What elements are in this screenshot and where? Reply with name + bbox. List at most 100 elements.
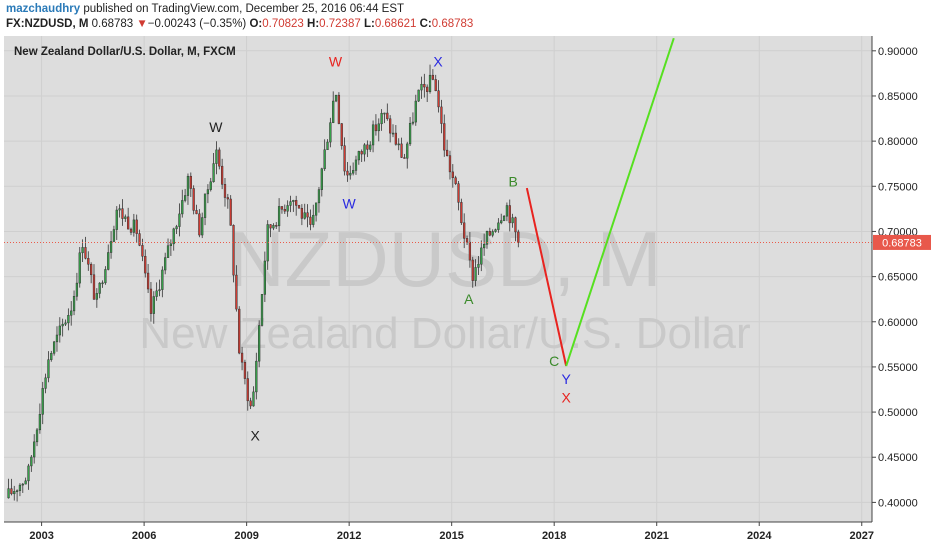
candle-body [334,94,338,102]
candle-body [377,123,380,132]
candle-body [263,260,266,295]
time-axis[interactable] [4,522,872,550]
price-axis[interactable] [872,36,932,550]
price-tick-label: 0.50000 [878,407,918,419]
candle-body [451,171,454,178]
candle-body [169,243,173,246]
candle-body [223,184,227,198]
candle-body [329,122,332,143]
price-tick-label: 0.40000 [878,497,918,509]
candle-body [115,209,118,230]
candle-body [109,241,113,253]
candle-body [206,189,210,195]
time-tick-label: 2006 [132,530,156,542]
candle-body [249,400,252,407]
candle-body [380,112,383,125]
candle-body [337,94,341,124]
candle-body [84,247,87,259]
candle-body [371,124,375,146]
candle-body [323,149,326,170]
candle-body [195,210,198,215]
author-link[interactable]: mazchaudhry [6,3,81,15]
candle-body [292,200,295,202]
candle-body [332,100,335,123]
candle-body [152,296,155,314]
candle-body [21,483,24,486]
candles [7,64,520,502]
wave-label: Y [561,371,571,387]
candle-body [363,144,366,155]
candle-body [454,177,457,184]
candle-body [434,79,437,92]
candle-body [221,165,224,185]
candle-body [369,144,372,150]
candle-body [511,217,514,224]
candle-body [38,414,42,431]
time-tick-label: 2024 [747,530,772,542]
wave-label: A [464,291,474,307]
last-price: 0.68783 [91,18,134,30]
candle-body [514,217,517,233]
low-value: 0.68621 [374,18,417,30]
candle-body [255,360,258,393]
candle-body [50,352,53,360]
candle-body [13,491,16,495]
time-tick-label: 2003 [29,530,53,542]
high-label: H: [307,18,320,30]
candle-body [44,377,47,389]
price-chart[interactable]: NZDUSD, M New Zealand Dollar/U.S. Dollar… [0,36,932,550]
candle-body [129,228,133,233]
candle-body [343,145,346,172]
candle-body [58,325,61,336]
price-change: −0.00243 (−0.35%) [147,18,247,30]
wave-label: X [561,390,571,406]
candle-body [357,151,360,161]
candle-body [52,341,56,354]
candle-body [226,197,229,200]
open-label: O: [249,18,263,30]
candle-body [445,149,449,156]
candle-body [189,175,192,189]
wave-label: X [433,54,443,70]
candle-body [107,252,110,270]
price-tick-label: 0.90000 [878,46,918,58]
candle-body [203,193,207,218]
candle-body [502,215,506,221]
candle-body [243,361,247,379]
candle-body [87,258,90,265]
candle-body [166,245,170,258]
price-tick-label: 0.85000 [878,91,918,103]
candle-body [465,238,469,243]
candle-body [55,334,59,343]
candle-body [360,151,363,155]
candle-body [295,200,298,206]
candle-body [389,118,392,134]
candle-body [474,267,477,281]
close-label: C: [419,18,432,30]
candle-body [272,225,275,229]
price-tick-labels: 0.900000.850000.800000.750000.700000.650… [872,46,918,509]
chart-header: mazchaudhry published on TradingView.com… [0,0,932,36]
price-tick-label: 0.65000 [878,272,918,284]
high-value: 0.72387 [319,18,361,30]
close-value: 0.68783 [431,18,474,30]
candle-body [289,201,292,206]
candle-body [178,213,181,227]
candle-body [235,274,238,310]
candle-body [485,231,489,245]
candle-body [383,112,386,115]
candle-body [155,290,158,297]
time-tick-label: 2018 [542,530,566,542]
candle-body [420,83,423,91]
price-tick-label: 0.80000 [878,136,918,148]
candle-body [497,222,500,230]
candle-body [437,90,440,108]
published-text: published on TradingView.com, December 2… [80,3,405,15]
candle-body [297,205,301,209]
low-label: L: [363,18,375,30]
down-triangle-icon: ▼ [136,18,148,30]
candle-body [277,206,281,227]
candle-body [349,172,352,176]
candle-body [7,488,10,499]
watermark: NZDUSD, M New Zealand Dollar/U.S. Dollar [139,215,750,358]
